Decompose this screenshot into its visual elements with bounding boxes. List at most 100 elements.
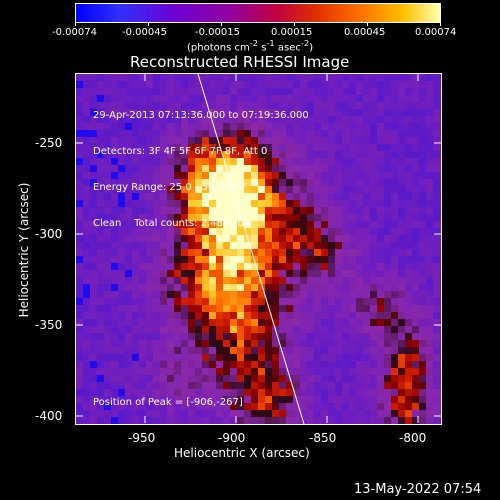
heat-pixel bbox=[230, 151, 237, 158]
heat-pixel bbox=[349, 130, 356, 137]
heat-pixel bbox=[209, 221, 216, 228]
heat-pixel bbox=[363, 228, 370, 235]
heat-pixel bbox=[132, 88, 139, 95]
heat-pixel bbox=[237, 347, 244, 354]
heat-pixel bbox=[265, 312, 272, 319]
heat-pixel bbox=[167, 242, 174, 249]
heat-pixel bbox=[279, 389, 286, 396]
heat-pixel bbox=[258, 410, 265, 417]
heat-pixel bbox=[286, 326, 293, 333]
heat-pixel bbox=[384, 130, 391, 137]
heat-pixel bbox=[237, 277, 244, 284]
heat-pixel bbox=[405, 193, 412, 200]
heat-pixel bbox=[118, 312, 125, 319]
heat-pixel bbox=[90, 158, 97, 165]
heat-pixel bbox=[146, 312, 153, 319]
heat-pixel bbox=[146, 137, 153, 144]
heat-pixel bbox=[370, 158, 377, 165]
heat-pixel bbox=[118, 95, 125, 102]
heat-pixel bbox=[251, 298, 258, 305]
heat-pixel bbox=[433, 151, 440, 158]
heat-pixel bbox=[426, 193, 433, 200]
heat-pixel bbox=[391, 116, 398, 123]
heat-pixel bbox=[174, 403, 181, 410]
heat-pixel bbox=[216, 389, 223, 396]
heat-pixel bbox=[328, 249, 335, 256]
heat-pixel bbox=[405, 102, 412, 109]
heat-pixel bbox=[216, 284, 223, 291]
heat-pixel bbox=[132, 200, 139, 207]
heat-pixel bbox=[223, 361, 230, 368]
heat-pixel bbox=[363, 88, 370, 95]
heat-pixel bbox=[265, 193, 272, 200]
heat-pixel bbox=[370, 347, 377, 354]
heat-pixel bbox=[251, 95, 258, 102]
heat-pixel bbox=[181, 354, 188, 361]
heat-pixel bbox=[356, 305, 363, 312]
heat-pixel bbox=[349, 389, 356, 396]
heat-pixel bbox=[223, 417, 230, 424]
heat-pixel bbox=[90, 263, 97, 270]
heat-pixel bbox=[377, 326, 384, 333]
heat-pixel bbox=[223, 228, 230, 235]
heat-pixel bbox=[384, 151, 391, 158]
heat-pixel bbox=[279, 277, 286, 284]
heat-pixel bbox=[153, 165, 160, 172]
heat-pixel bbox=[237, 284, 244, 291]
heat-pixel bbox=[111, 88, 118, 95]
heat-pixel bbox=[146, 193, 153, 200]
heat-pixel bbox=[405, 116, 412, 123]
heat-pixel bbox=[342, 410, 349, 417]
heat-pixel bbox=[286, 144, 293, 151]
heat-pixel bbox=[356, 193, 363, 200]
heat-pixel bbox=[314, 333, 321, 340]
heat-pixel bbox=[251, 123, 258, 130]
heat-pixel bbox=[104, 109, 111, 116]
heat-pixel bbox=[321, 326, 328, 333]
heat-pixel bbox=[132, 221, 139, 228]
heat-pixel bbox=[230, 305, 237, 312]
heat-pixel bbox=[377, 242, 384, 249]
heat-pixel bbox=[237, 242, 244, 249]
heat-pixel bbox=[433, 172, 440, 179]
heat-pixel bbox=[209, 298, 216, 305]
heat-pixel bbox=[342, 186, 349, 193]
heat-pixel bbox=[440, 361, 441, 368]
heat-pixel bbox=[125, 340, 132, 347]
heat-pixel bbox=[307, 354, 314, 361]
heat-pixel bbox=[335, 291, 342, 298]
heat-pixel bbox=[160, 368, 167, 375]
heat-pixel bbox=[426, 326, 433, 333]
heat-pixel bbox=[195, 361, 202, 368]
heat-pixel bbox=[125, 235, 132, 242]
heat-pixel bbox=[167, 228, 174, 235]
heat-pixel bbox=[286, 361, 293, 368]
heat-pixel bbox=[195, 368, 202, 375]
heat-pixel bbox=[419, 347, 426, 354]
heat-pixel bbox=[237, 410, 244, 417]
heat-pixel bbox=[412, 340, 419, 347]
heat-pixel bbox=[363, 312, 370, 319]
heat-pixel bbox=[321, 74, 328, 81]
heat-pixel bbox=[335, 403, 342, 410]
heat-pixel bbox=[104, 396, 111, 403]
heat-pixel bbox=[97, 354, 104, 361]
heat-pixel bbox=[433, 305, 440, 312]
heat-pixel bbox=[244, 291, 251, 298]
heat-pixel bbox=[300, 417, 307, 424]
heat-pixel bbox=[167, 95, 174, 102]
heat-pixel bbox=[167, 361, 174, 368]
heat-pixel bbox=[104, 417, 111, 424]
heat-pixel bbox=[153, 144, 160, 151]
heat-pixel bbox=[244, 361, 251, 368]
heat-pixel bbox=[153, 389, 160, 396]
heat-pixel bbox=[272, 81, 279, 88]
heat-pixel bbox=[167, 326, 174, 333]
colorbar-tick-label: -0.00045 bbox=[122, 27, 167, 38]
heat-pixel bbox=[244, 305, 251, 312]
heat-pixel bbox=[391, 389, 398, 396]
heat-pixel bbox=[279, 144, 286, 151]
heat-pixel bbox=[160, 74, 167, 81]
heat-pixel bbox=[223, 109, 230, 116]
heat-pixel bbox=[398, 88, 405, 95]
